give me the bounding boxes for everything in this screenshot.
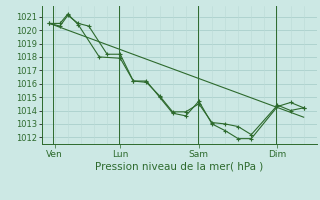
X-axis label: Pression niveau de la mer( hPa ): Pression niveau de la mer( hPa )	[95, 161, 263, 171]
